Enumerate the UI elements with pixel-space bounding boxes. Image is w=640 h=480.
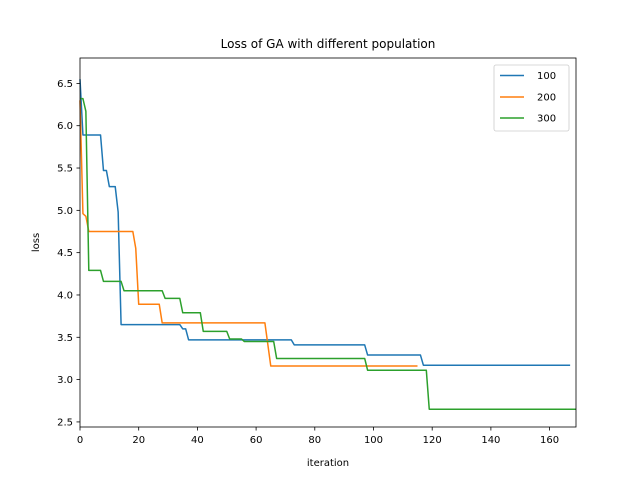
y-tick-label: 3.5 xyxy=(57,333,73,344)
x-tick-label: 20 xyxy=(132,435,145,446)
series-line-300 xyxy=(80,97,576,410)
series-line-100 xyxy=(79,79,571,366)
series-line-200 xyxy=(79,100,418,367)
x-tick-label: 60 xyxy=(250,435,263,446)
y-tick-label: 3.0 xyxy=(57,375,73,386)
series-layer xyxy=(79,79,576,410)
y-tick-label: 2.5 xyxy=(57,417,73,428)
x-tick-label: 40 xyxy=(191,435,204,446)
x-tick-label: 120 xyxy=(423,435,442,446)
x-tick-label: 80 xyxy=(308,435,321,446)
y-tick-label: 6.5 xyxy=(57,79,73,90)
x-tick-label: 100 xyxy=(364,435,383,446)
y-tick-label: 6.0 xyxy=(57,121,73,132)
x-tick-label: 140 xyxy=(481,435,500,446)
y-axis-ticks: 2.5 3.0 3.5 4.0 4.5 5.0 5.5 6.0 6.5 xyxy=(57,79,80,428)
legend-label-300: 300 xyxy=(537,114,556,125)
legend-box xyxy=(493,64,570,132)
x-tick-label: 160 xyxy=(540,435,559,446)
x-tick-label: 0 xyxy=(77,435,83,446)
y-axis-label: loss xyxy=(31,233,42,252)
plot-frame xyxy=(79,57,577,428)
legend: 100 200 300 xyxy=(493,64,570,132)
y-tick-label: 5.5 xyxy=(57,164,73,175)
x-axis-label: iteration xyxy=(307,458,349,469)
y-tick-label: 4.5 xyxy=(57,248,73,259)
y-tick-label: 5.0 xyxy=(57,206,73,217)
x-axis-ticks: 0 20 40 60 80 100 120 140 160 xyxy=(77,427,559,446)
y-tick-label: 4.0 xyxy=(57,290,73,301)
legend-label-100: 100 xyxy=(537,71,556,82)
chart-title: Loss of GA with different population xyxy=(221,37,436,51)
legend-label-200: 200 xyxy=(537,93,556,104)
